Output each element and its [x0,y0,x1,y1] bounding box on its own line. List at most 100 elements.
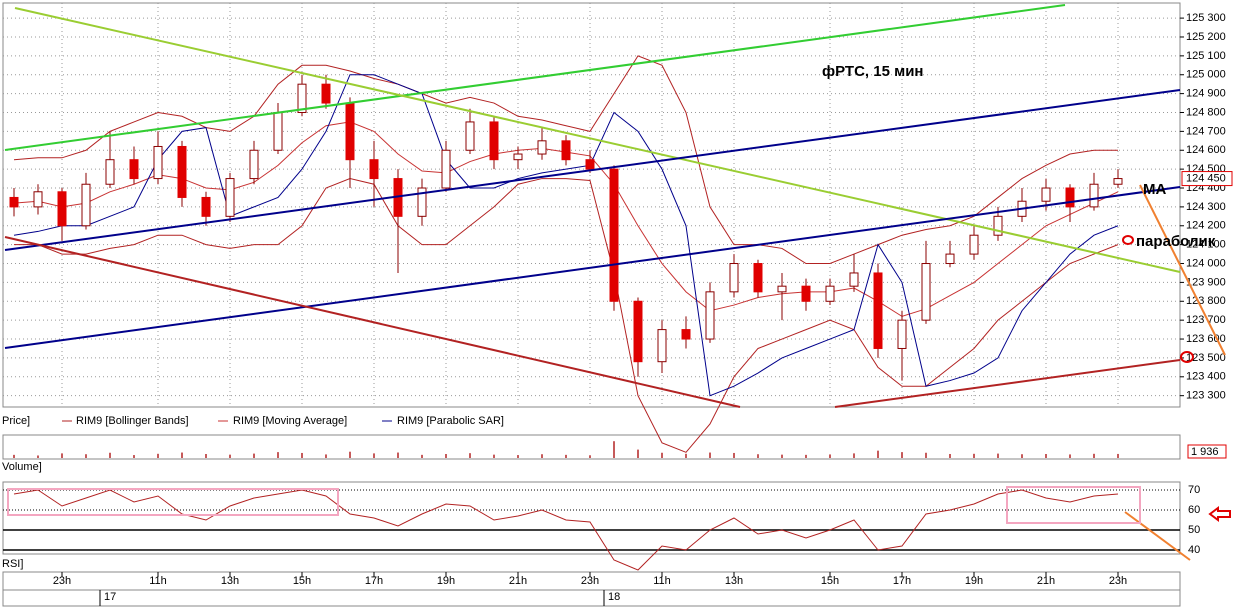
arrow-marker [1208,506,1231,522]
parabolic-sar [13,74,1119,397]
x-tick-label: 23h [581,575,599,587]
candle-body [969,234,979,255]
candle-body [465,121,475,151]
highlight-box [7,488,339,516]
rsi-tick-label: 50 [1188,524,1200,536]
highlight-box [1006,486,1141,524]
y-tick-label: 124 600 [1186,144,1226,156]
y-tick-label: 123 700 [1186,314,1226,326]
x-tick-label: 21h [1037,575,1055,587]
candle-body [369,159,379,180]
candle-body [993,215,1003,236]
last-price-label: 124 450 [1186,172,1226,184]
drawings [4,4,1231,561]
candle-body [537,140,547,155]
y-tick-label: 123 900 [1186,276,1226,288]
y-tick-label: 125 000 [1186,69,1226,81]
marker-circle [1180,351,1194,363]
x-tick-label: 13h [221,575,239,587]
date-label: 18 [608,591,620,603]
candle-body [153,145,163,180]
x-tick-label: 11h [149,575,167,587]
candle-body [513,153,523,161]
candle-body [9,196,19,208]
candle-body [921,263,931,321]
y-tick-label: 125 300 [1186,12,1226,24]
x-tick-label: 11h [653,575,671,587]
marker-circle [1122,235,1134,245]
candle-body [489,121,499,161]
y-tick-label: 125 100 [1186,50,1226,62]
rsi-tick-label: 40 [1188,544,1200,556]
candle-body [753,263,763,293]
y-tick-label: 124 900 [1186,88,1226,100]
candle-body [825,285,835,302]
candle-body [609,168,619,302]
candle-body [201,196,211,217]
candle-body [321,83,331,104]
x-tick-label: 15h [293,575,311,587]
trend-line [4,186,1181,349]
trend-line [4,89,1181,251]
y-tick-label: 124 300 [1186,201,1226,213]
last-price-box [1181,171,1233,187]
volume-last-label: 1 936 [1191,446,1219,458]
chart-title: фРТС, 15 мин [822,63,924,80]
y-tick-label: 123 800 [1186,295,1226,307]
trend-line [4,236,741,408]
candle-body [225,178,235,217]
annotation: МА [1143,181,1166,198]
trend-line [4,4,1066,151]
candle-body [633,300,643,363]
x-tick-label: 13h [725,575,743,587]
volume-title: Volume] [2,461,42,473]
candle-body [273,111,283,151]
candle-body [57,191,67,227]
candle-body [177,145,187,198]
candle-body [105,159,115,185]
candle-body [585,159,595,170]
y-tick-label: 123 500 [1186,352,1226,364]
arrow-line [1139,184,1226,356]
trend-line [14,7,1181,273]
time-axis [2,571,1181,607]
rsi-line [13,489,1119,571]
x-tick-label: 17h [893,575,911,587]
y-tick-label: 123 300 [1186,390,1226,402]
legend-label: RIM9 [Parabolic SAR] [397,415,504,427]
x-tick-label: 21h [509,575,527,587]
candle-body [561,140,571,161]
candle-body [873,272,883,349]
x-tick-label: 15h [821,575,839,587]
x-tick-label: 17h [365,575,383,587]
y-tick-label: 125 200 [1186,31,1226,43]
candle-body [417,187,427,217]
candle-body [33,191,43,208]
candle-body [297,83,307,113]
x-tick-label: 19h [437,575,455,587]
rsi-tick-label: 60 [1188,504,1200,516]
candle-body [897,319,907,349]
candle-body [657,329,667,363]
candle-body [81,183,91,227]
candle-body [1065,187,1075,208]
arrow-line [1124,511,1191,561]
candle-body [705,291,715,340]
x-tick-label: 23h [53,575,71,587]
trend-line [834,359,1181,408]
y-tick-label: 124 100 [1186,239,1226,251]
candle-body [441,149,451,189]
candle-body [129,159,139,180]
y-tick-label: 124 200 [1186,220,1226,232]
candle-body [345,102,355,161]
y-tick-label: 124 800 [1186,106,1226,118]
candle-body [1113,178,1123,185]
legend-label: Price] [2,415,30,427]
rsi-title: RSI] [2,558,23,570]
x-tick-label: 23h [1109,575,1127,587]
candle-body [849,272,859,287]
